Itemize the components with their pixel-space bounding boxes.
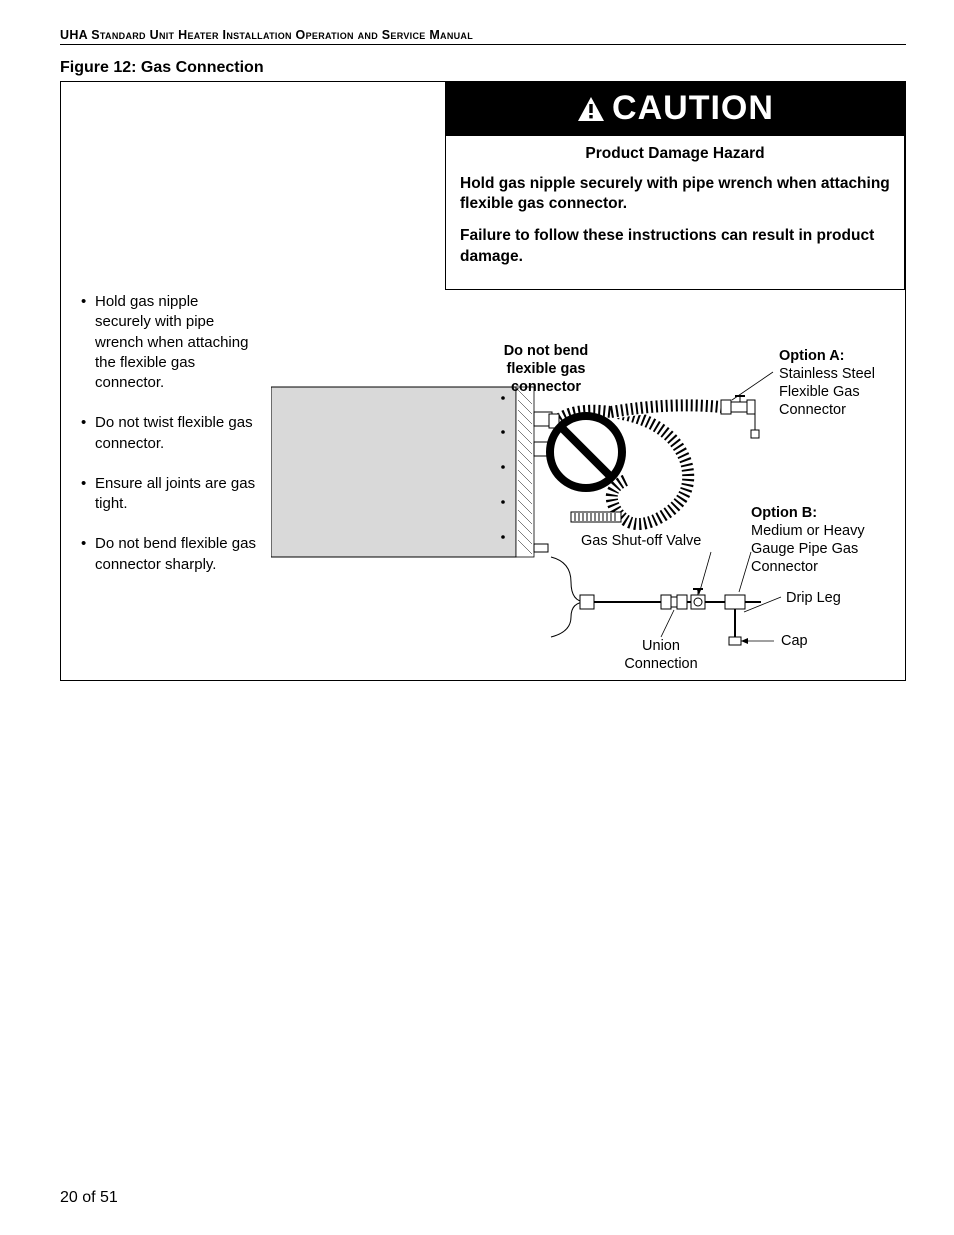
diagram: Do not bend flexible gas connector Optio…	[271, 292, 911, 692]
figure-box: CAUTION Product Damage Hazard Hold gas n…	[60, 81, 906, 681]
bullet-text: Hold gas nipple securely with pipe wrenc…	[95, 292, 256, 393]
list-item: •Hold gas nipple securely with pipe wren…	[81, 292, 256, 393]
shutoff-label: Gas Shut-off Valve	[581, 532, 731, 550]
warning-icon	[576, 95, 606, 123]
page-number: 20 of 51	[60, 1189, 118, 1207]
do-not-bend-label: Do not bend flexible gas connector	[486, 342, 606, 396]
caution-box: CAUTION Product Damage Hazard Hold gas n…	[445, 82, 905, 290]
option-a-label: Option A: Stainless Steel Flexible Gas C…	[779, 347, 899, 420]
bullet-list: •Hold gas nipple securely with pipe wren…	[81, 292, 256, 595]
option-b-label: Option B: Medium or Heavy Gauge Pipe Gas…	[751, 504, 881, 577]
cap-label: Cap	[781, 632, 808, 650]
option-b-body: Medium or Heavy Gauge Pipe Gas Connector	[751, 523, 865, 575]
list-item: •Ensure all joints are gas tight.	[81, 474, 256, 515]
caution-p2: Failure to follow these instructions can…	[460, 226, 890, 266]
hazard-title: Product Damage Hazard	[460, 144, 890, 164]
bullet-text: Do not bend flexible gas connector sharp…	[95, 534, 256, 575]
option-b-title: Option B:	[751, 505, 817, 521]
caution-body: Product Damage Hazard Hold gas nipple se…	[446, 136, 904, 289]
bullet-text: Ensure all joints are gas tight.	[95, 474, 256, 515]
list-item: •Do not twist flexible gas connector.	[81, 413, 256, 454]
manual-header: UHA Standard Unit Heater Installation Op…	[60, 28, 906, 45]
caution-header: CAUTION	[446, 83, 904, 136]
caution-p1: Hold gas nipple securely with pipe wrenc…	[460, 174, 890, 214]
caution-word: CAUTION	[612, 89, 774, 127]
list-item: •Do not bend flexible gas connector shar…	[81, 534, 256, 575]
bullet-text: Do not twist flexible gas connector.	[95, 413, 256, 454]
option-a-title: Option A:	[779, 348, 845, 364]
drip-leg-label: Drip Leg	[786, 589, 841, 607]
union-label: Union Connection	[616, 637, 706, 673]
figure-title: Figure 12: Gas Connection	[60, 59, 906, 77]
option-a-body: Stainless Steel Flexible Gas Connector	[779, 366, 875, 418]
